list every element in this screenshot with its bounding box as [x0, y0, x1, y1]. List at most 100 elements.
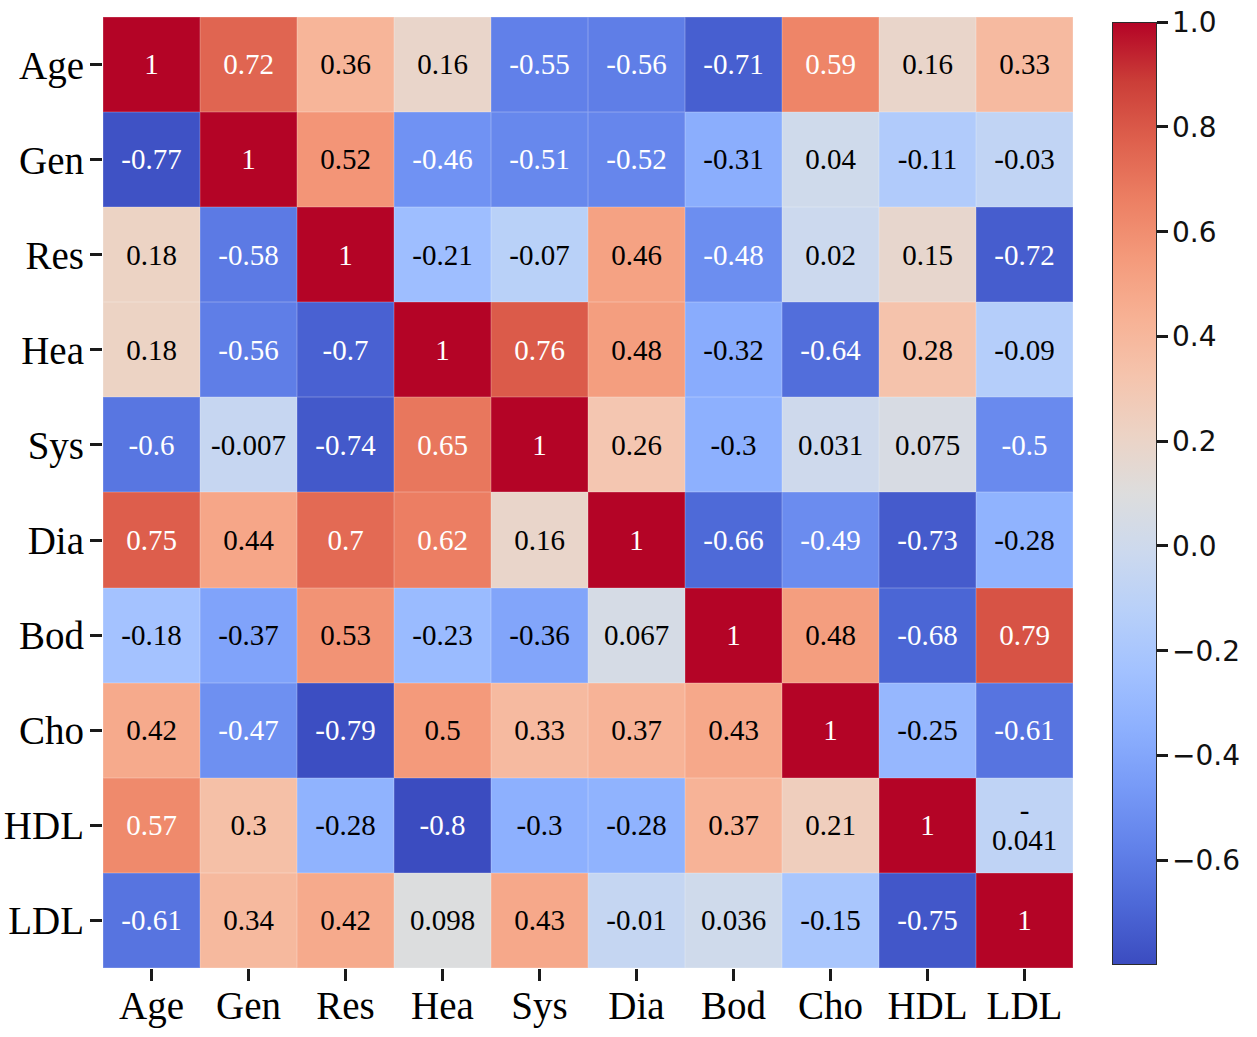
y-tick-label-LDL: LDL — [0, 901, 84, 940]
colorbar-tick-label: 0.2 — [1172, 428, 1217, 456]
heatmap-cell-Dia-Dia: 1 — [588, 492, 685, 587]
heatmap-cell-Cho-Bod: 0.43 — [685, 683, 782, 778]
heatmap-cell-LDL-Sys: 0.43 — [491, 873, 588, 968]
heatmap-cell-Cho-Hea: 0.5 — [394, 683, 491, 778]
heatmap-cell-Cho-HDL: -0.25 — [879, 683, 976, 778]
heatmap-cell-Bod-Dia: 0.067 — [588, 588, 685, 683]
heatmap-cell-Gen-Cho: 0.04 — [782, 112, 879, 207]
x-axis-tick — [344, 969, 347, 981]
heatmap-cell-Bod-Gen: -0.37 — [200, 588, 297, 683]
heatmap-cell-Age-Dia: -0.56 — [588, 17, 685, 112]
heatmap-cell-Dia-Res: 0.7 — [297, 492, 394, 587]
heatmap-cell-Sys-Sys: 1 — [491, 397, 588, 492]
colorbar-tick-label: −0.6 — [1172, 847, 1240, 875]
heatmap-cell-HDL-HDL: 1 — [879, 778, 976, 873]
y-axis-tick — [90, 824, 102, 827]
heatmap-cell-HDL-Hea: -0.8 — [394, 778, 491, 873]
x-tick-label-LDL: LDL — [965, 986, 1085, 1025]
heatmap-cell-Res-HDL: 0.15 — [879, 207, 976, 302]
heatmap-cell-Cho-Sys: 0.33 — [491, 683, 588, 778]
heatmap-cell-Sys-Bod: -0.3 — [685, 397, 782, 492]
y-axis-tick — [90, 634, 102, 637]
heatmap-cell-Bod-Age: -0.18 — [103, 588, 200, 683]
heatmap-cell-Cho-Gen: -0.47 — [200, 683, 297, 778]
heatmap-cell-Dia-Age: 0.75 — [103, 492, 200, 587]
heatmap-cell-LDL-Hea: 0.098 — [394, 873, 491, 968]
heatmap-cell-Sys-Cho: 0.031 — [782, 397, 879, 492]
heatmap-cell-Age-Gen: 0.72 — [200, 17, 297, 112]
x-axis-tick — [247, 969, 250, 981]
heatmap-cell-Bod-Cho: 0.48 — [782, 588, 879, 683]
heatmap-cell-Dia-HDL: -0.73 — [879, 492, 976, 587]
heatmap-cell-Sys-HDL: 0.075 — [879, 397, 976, 492]
heatmap-cell-Res-Sys: -0.07 — [491, 207, 588, 302]
x-axis-tick — [829, 969, 832, 981]
y-axis-tick — [90, 729, 102, 732]
colorbar-tick — [1157, 335, 1168, 338]
heatmap-cell-Res-Bod: -0.48 — [685, 207, 782, 302]
heatmap-cell-HDL-Age: 0.57 — [103, 778, 200, 873]
heatmap-cell-LDL-Cho: -0.15 — [782, 873, 879, 968]
y-axis-tick — [90, 919, 102, 922]
heatmap-cell-Res-Hea: -0.21 — [394, 207, 491, 302]
heatmap-cell-Hea-Res: -0.7 — [297, 302, 394, 397]
heatmap-cell-Cho-Res: -0.79 — [297, 683, 394, 778]
y-tick-label-Dia: Dia — [0, 521, 84, 560]
heatmap-cell-Dia-Bod: -0.66 — [685, 492, 782, 587]
heatmap-cell-Hea-Bod: -0.32 — [685, 302, 782, 397]
heatmap-cell-Cho-Dia: 0.37 — [588, 683, 685, 778]
heatmap-cell-Hea-Cho: -0.64 — [782, 302, 879, 397]
heatmap-cell-Bod-Res: 0.53 — [297, 588, 394, 683]
heatmap-cell-Gen-Hea: -0.46 — [394, 112, 491, 207]
x-axis-tick — [1023, 969, 1026, 981]
colorbar-tick-label: 0.8 — [1172, 114, 1217, 142]
heatmap-cell-Age-HDL: 0.16 — [879, 17, 976, 112]
colorbar-tick-label: 0.0 — [1172, 533, 1217, 561]
heatmap-cell-LDL-LDL: 1 — [976, 873, 1073, 968]
y-tick-label-Cho: Cho — [0, 711, 84, 750]
heatmap-cell-Hea-Sys: 0.76 — [491, 302, 588, 397]
heatmap-cell-Res-Gen: -0.58 — [200, 207, 297, 302]
heatmap-cell-Gen-HDL: -0.11 — [879, 112, 976, 207]
y-axis-tick — [90, 63, 102, 66]
colorbar-tick-label: 0.6 — [1172, 219, 1217, 247]
heatmap-cell-Hea-LDL: -0.09 — [976, 302, 1073, 397]
y-tick-label-Sys: Sys — [0, 426, 84, 465]
x-axis-tick — [926, 969, 929, 981]
heatmap-cell-Dia-LDL: -0.28 — [976, 492, 1073, 587]
heatmap-cell-Dia-Hea: 0.62 — [394, 492, 491, 587]
heatmap-cell-Gen-LDL: -0.03 — [976, 112, 1073, 207]
x-axis-tick — [732, 969, 735, 981]
colorbar-tick — [1157, 125, 1168, 128]
heatmap-cell-Sys-LDL: -0.5 — [976, 397, 1073, 492]
colorbar-tick — [1157, 440, 1168, 443]
colorbar-tick — [1157, 859, 1168, 862]
heatmap-cell-Age-Hea: 0.16 — [394, 17, 491, 112]
heatmap-cell-Hea-Dia: 0.48 — [588, 302, 685, 397]
heatmap-cell-Bod-Hea: -0.23 — [394, 588, 491, 683]
colorbar-tick — [1157, 544, 1168, 547]
heatmap-cell-Sys-Res: -0.74 — [297, 397, 394, 492]
y-axis-tick — [90, 348, 102, 351]
heatmap-cell-HDL-Dia: -0.28 — [588, 778, 685, 873]
heatmap-cell-Cho-Cho: 1 — [782, 683, 879, 778]
heatmap-cell-LDL-Gen: 0.34 — [200, 873, 297, 968]
colorbar-tick — [1157, 754, 1168, 757]
heatmap-cell-Gen-Age: -0.77 — [103, 112, 200, 207]
y-tick-label-Res: Res — [0, 236, 84, 275]
heatmap-cell-Gen-Dia: -0.52 — [588, 112, 685, 207]
correlation-heatmap-figure: 10.720.360.16-0.55-0.56-0.710.590.160.33… — [0, 0, 1257, 1037]
heatmap-cell-HDL-Bod: 0.37 — [685, 778, 782, 873]
heatmap-cell-Sys-Hea: 0.65 — [394, 397, 491, 492]
heatmap-cell-Age-Sys: -0.55 — [491, 17, 588, 112]
x-axis-tick — [538, 969, 541, 981]
colorbar-tick-label: −0.4 — [1172, 742, 1240, 770]
colorbar-tick-label: −0.2 — [1172, 638, 1240, 666]
heatmap-cell-Res-Cho: 0.02 — [782, 207, 879, 302]
heatmap-cell-Age-LDL: 0.33 — [976, 17, 1073, 112]
heatmap-cell-Gen-Res: 0.52 — [297, 112, 394, 207]
heatmap-cell-Res-LDL: -0.72 — [976, 207, 1073, 302]
heatmap-cell-LDL-Dia: -0.01 — [588, 873, 685, 968]
y-axis-tick — [90, 539, 102, 542]
y-axis-tick — [90, 443, 102, 446]
